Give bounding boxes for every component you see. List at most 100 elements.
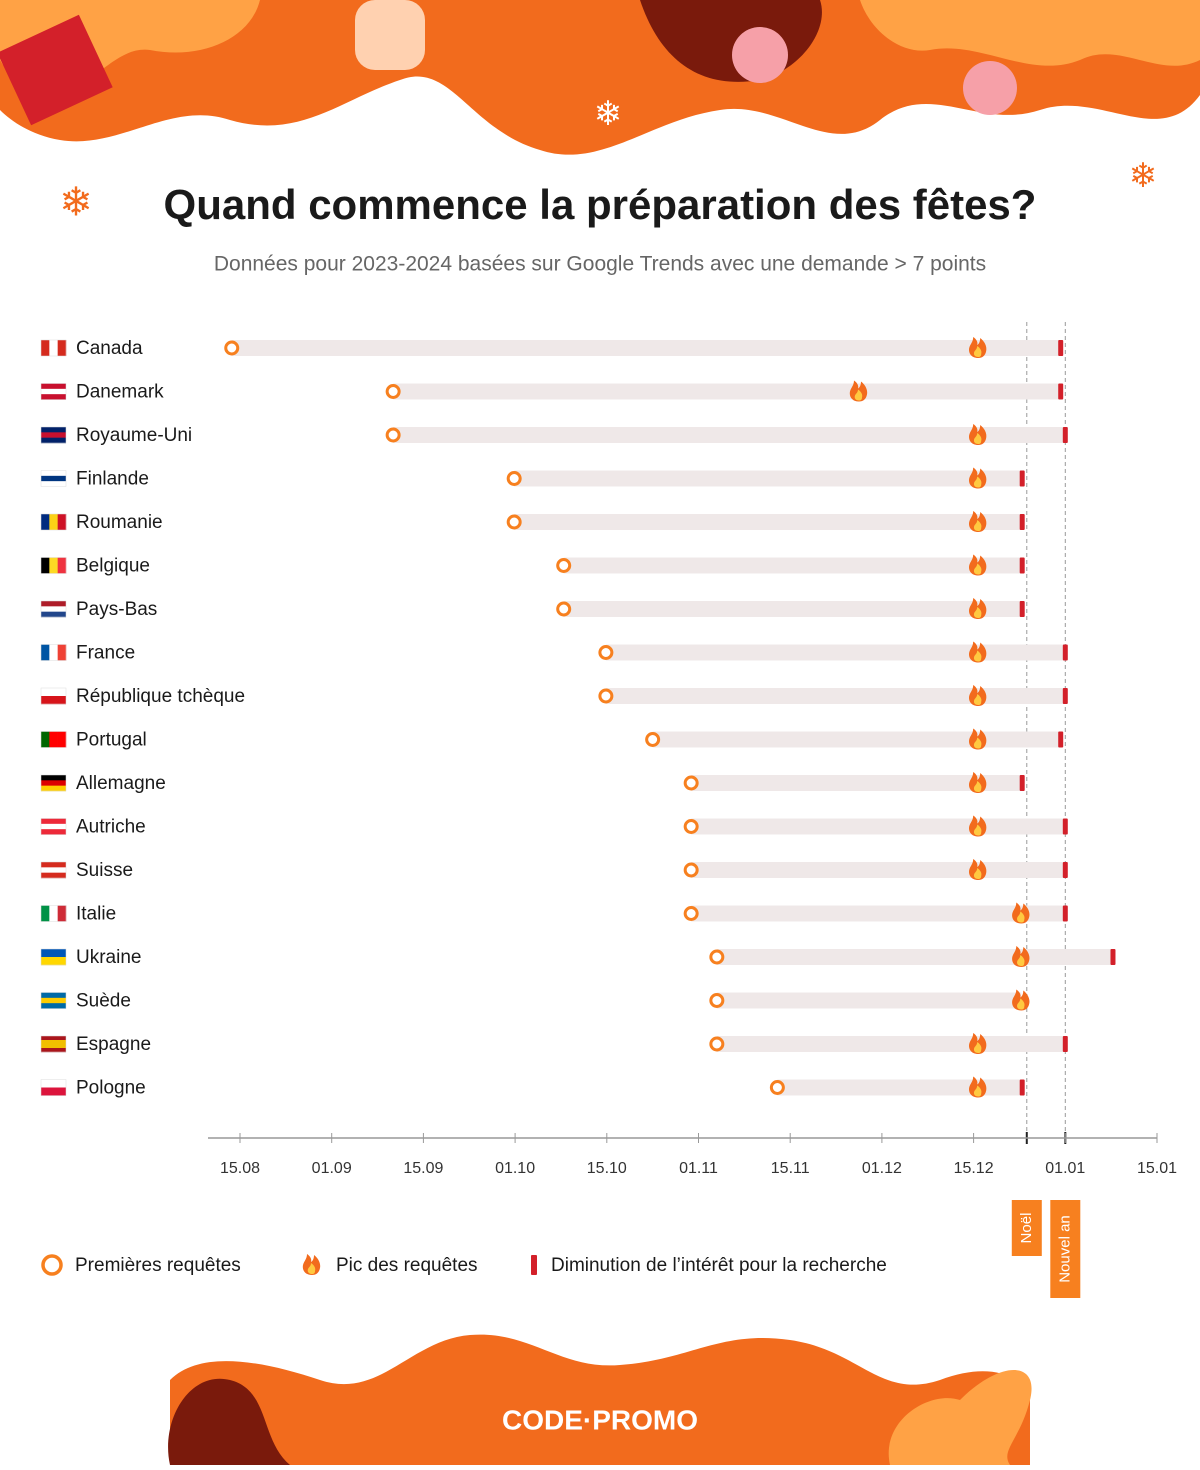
flag-border: [40, 426, 67, 444]
flag-stripe: [57, 557, 67, 574]
flag: [40, 948, 67, 966]
flame-inner: [973, 433, 982, 444]
range-bar: [514, 470, 1023, 487]
flag-stripe: [41, 949, 66, 958]
flag-stripe: [41, 823, 66, 830]
flag: [40, 557, 67, 574]
flag-stripe: [41, 1044, 66, 1049]
category-label: Suède: [76, 991, 131, 1012]
flag-stripe: [57, 905, 67, 922]
flag-border: [40, 600, 67, 618]
start-marker: [556, 601, 572, 617]
flag-border: [40, 1035, 67, 1053]
flag-stripe: [41, 1003, 66, 1009]
flag-stripe: [49, 731, 58, 748]
flag: [40, 383, 67, 400]
flag: [40, 470, 67, 487]
x-tick-label: 15.01: [1137, 1160, 1177, 1177]
start-marker: [598, 688, 614, 704]
flag-border: [40, 774, 67, 792]
flag: [40, 513, 67, 531]
legend-label: Premières requêtes: [75, 1255, 241, 1276]
flag-stripe: [41, 829, 66, 835]
x-tick-label: 01.11: [679, 1160, 718, 1177]
flame-inner: [973, 868, 982, 879]
flag-stripe: [41, 731, 50, 748]
start-marker: [385, 384, 401, 399]
flag-border: [40, 731, 67, 748]
peak-marker: [968, 554, 987, 576]
peak-marker: [968, 511, 987, 532]
end-marker: [1062, 905, 1068, 922]
category-label: Autriche: [76, 817, 146, 838]
flag-stripe: [41, 688, 66, 697]
category-label: Allemagne: [76, 773, 166, 794]
end-marker: [1058, 340, 1064, 356]
flag-border: [40, 383, 67, 400]
category-label: République tchèque: [76, 686, 245, 707]
start-marker: [506, 471, 522, 486]
flag-stripe: [57, 340, 67, 356]
flag-stripe: [49, 340, 58, 356]
flame-inner: [973, 781, 982, 792]
svg-text:❄: ❄: [594, 95, 623, 133]
end-marker: [1062, 644, 1068, 661]
start-marker: [224, 340, 240, 356]
svg-text:❄: ❄: [1129, 157, 1158, 195]
flame-inner: [973, 694, 982, 705]
flag-stripe: [49, 905, 58, 922]
flag-border: [40, 470, 67, 487]
reference-label-box: [1011, 1200, 1042, 1256]
flag-border: [40, 513, 67, 531]
flag-border: [40, 948, 67, 966]
flag-stripe: [41, 1036, 66, 1041]
legend-label: Pic des requêtes: [336, 1255, 478, 1276]
peak-marker: [1012, 902, 1030, 924]
start-marker: [683, 775, 699, 791]
flag-border: [40, 1079, 67, 1096]
flag: [40, 818, 67, 835]
flag-stripe: [41, 427, 66, 433]
brand-logo: CODE·PROMO: [502, 1404, 698, 1435]
start-marker: [683, 906, 699, 921]
x-tick-label: 01.01: [1045, 1160, 1085, 1177]
range-bar: [393, 427, 1066, 443]
x-tick-label: 15.11: [771, 1160, 810, 1177]
flag-stripe: [49, 514, 58, 530]
flag-stripe: [41, 696, 66, 705]
end-marker: [1110, 949, 1116, 965]
flag-stripe: [57, 731, 67, 748]
flag: [40, 731, 67, 748]
flag-stripe: [41, 481, 66, 487]
flag-stripe: [41, 475, 66, 482]
flag-stripe: [49, 557, 58, 574]
start-marker: [709, 993, 725, 1008]
category-label: Pologne: [76, 1078, 146, 1099]
flag: [40, 339, 67, 357]
bottom-decoration: [168, 1334, 1032, 1465]
flag-stripe: [41, 514, 50, 530]
flame-inner: [973, 563, 982, 575]
range-bar: [563, 557, 1023, 574]
start-marker: [709, 1036, 725, 1052]
peak-marker: [968, 1033, 987, 1054]
end-marker: [1019, 1079, 1025, 1096]
end-marker: [1062, 688, 1068, 704]
range-bar: [716, 992, 1022, 1009]
x-tick-label: 15.09: [403, 1160, 443, 1177]
range-bar: [777, 1079, 1023, 1096]
x-tick-label: 01.10: [495, 1160, 535, 1177]
flag-stripe: [41, 1079, 66, 1088]
category-label: Espagne: [76, 1034, 151, 1055]
range-bar: [514, 514, 1023, 530]
x-tick-label: 01.12: [862, 1160, 902, 1177]
flag-stripe: [41, 818, 66, 825]
start-marker: [683, 862, 699, 878]
category-label: France: [76, 643, 135, 664]
flame-inner: [1017, 911, 1025, 923]
category-label: Ukraine: [76, 947, 141, 968]
end-marker: [1019, 601, 1025, 617]
reference-label: Noël: [1018, 1213, 1035, 1244]
flag-stripe: [41, 780, 66, 786]
